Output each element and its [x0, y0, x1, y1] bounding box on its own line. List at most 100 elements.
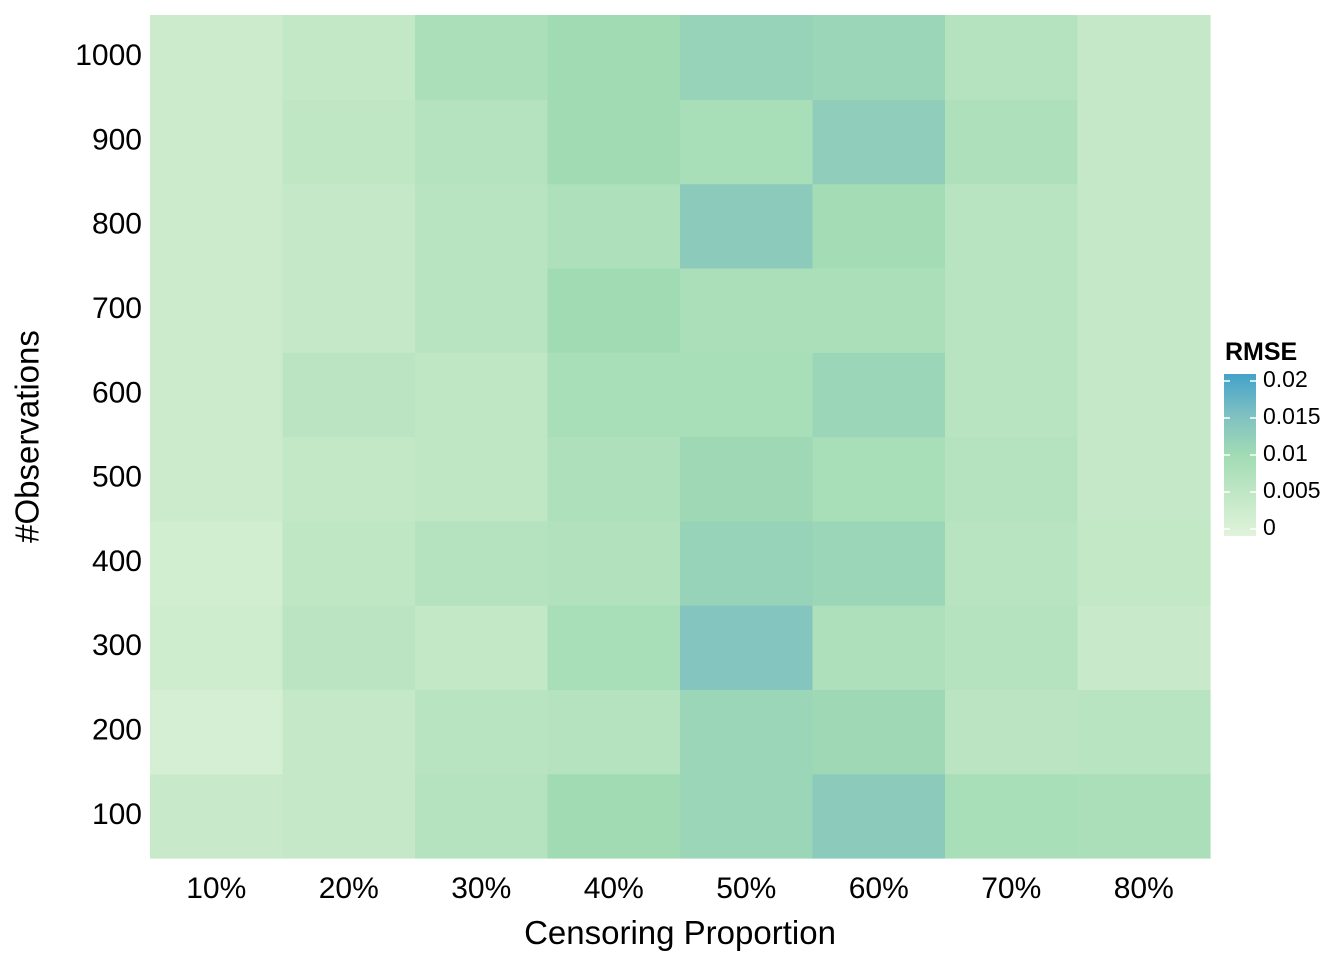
- heatmap-cell-300-60%: [812, 605, 946, 690]
- heatmap-cell-400-10%: [150, 520, 284, 606]
- heatmap-cell-700-50%: [680, 267, 814, 353]
- heatmap-cell-400-60%: [812, 520, 946, 606]
- x-tick-label: 20%: [319, 872, 379, 905]
- heatmap-cell-600-20%: [282, 352, 416, 438]
- heatmap-cell-700-20%: [282, 267, 416, 353]
- heatmap-cell-800-60%: [812, 183, 946, 269]
- heatmap-cell-1000-10%: [150, 15, 284, 100]
- heatmap-cell-800-20%: [282, 183, 416, 269]
- x-tick-label: 80%: [1114, 872, 1174, 905]
- x-tick-label: 50%: [716, 872, 776, 905]
- y-tick-label: 900: [92, 123, 142, 156]
- heatmap-cell-300-10%: [150, 605, 284, 690]
- heatmap-cell-200-20%: [282, 689, 416, 775]
- legend-title: RMSE: [1225, 338, 1297, 366]
- heatmap-cell-900-20%: [282, 99, 416, 185]
- legend-tick-label: 0.015: [1263, 403, 1321, 429]
- legend-tick-label: 0.01: [1263, 440, 1308, 466]
- heatmap-cell-700-70%: [945, 267, 1079, 353]
- heatmap-cell-900-80%: [1077, 99, 1211, 185]
- heatmap-cell-800-80%: [1077, 183, 1211, 269]
- heatmap-cell-300-20%: [282, 605, 416, 690]
- heatmap-cell-400-80%: [1077, 520, 1211, 606]
- x-tick-label: 70%: [981, 872, 1041, 905]
- y-tick-label: 200: [92, 713, 142, 746]
- x-axis-title: Censoring Proportion: [524, 914, 836, 951]
- heatmap-cell-300-40%: [547, 605, 681, 690]
- heatmap-cell-500-50%: [680, 436, 814, 522]
- heatmap-cell-300-30%: [415, 605, 549, 690]
- y-tick-label: 100: [92, 798, 142, 831]
- heatmap-cell-500-10%: [150, 436, 284, 522]
- x-tick-label: 30%: [451, 872, 511, 905]
- heatmap-cell-1000-20%: [282, 15, 416, 100]
- heatmap-cell-600-50%: [680, 352, 814, 438]
- heatmap-cell-500-60%: [812, 436, 946, 522]
- x-axis-ticks: 10% 20% 30% 40% 50% 60% 70% 80%: [186, 872, 1174, 905]
- heatmap-cell-300-80%: [1077, 605, 1211, 690]
- heatmap-cell-800-40%: [547, 183, 681, 269]
- heatmap-cell-400-40%: [547, 520, 681, 606]
- heatmap-cell-100-10%: [150, 773, 284, 859]
- heatmap-cell-600-70%: [945, 352, 1079, 438]
- heatmap-cell-400-30%: [415, 520, 549, 606]
- heatmap-cell-600-80%: [1077, 352, 1211, 438]
- heatmap-cell-500-20%: [282, 436, 416, 522]
- heatmap-cell-200-50%: [680, 689, 814, 775]
- heatmap-cell-900-30%: [415, 99, 549, 185]
- x-tick-label: 60%: [849, 872, 909, 905]
- y-tick-label: 700: [92, 292, 142, 325]
- heatmap-cell-700-60%: [812, 267, 946, 353]
- y-tick-label: 800: [92, 208, 142, 241]
- heatmap-cell-400-50%: [680, 520, 814, 606]
- heatmap-cell-800-70%: [945, 183, 1079, 269]
- heatmap-cell-500-80%: [1077, 436, 1211, 522]
- heatmap-cell-900-60%: [812, 99, 946, 185]
- heatmap-cell-200-10%: [150, 689, 284, 775]
- heatmap-cell-900-40%: [547, 99, 681, 185]
- heatmap-cell-200-80%: [1077, 689, 1211, 775]
- heatmap-cell-100-40%: [547, 773, 681, 859]
- heatmap-cell-800-50%: [680, 183, 814, 269]
- heatmap-cell-600-10%: [150, 352, 284, 438]
- heatmap-cell-100-30%: [415, 773, 549, 859]
- heatmap-cell-1000-50%: [680, 15, 814, 100]
- heatmap-cell-900-70%: [945, 99, 1079, 185]
- heatmap-cell-500-70%: [945, 436, 1079, 522]
- heatmap-cell-1000-60%: [812, 15, 946, 100]
- heatmap-cell-400-70%: [945, 520, 1079, 606]
- y-tick-label: 1000: [75, 39, 142, 72]
- x-tick-label: 10%: [186, 872, 246, 905]
- heatmap-cell-800-30%: [415, 183, 549, 269]
- y-tick-label: 300: [92, 629, 142, 662]
- y-axis-ticks: 100 200 300 400 500 600 700 800 900 1000: [75, 39, 142, 831]
- heatmap-cell-500-40%: [547, 436, 681, 522]
- heatmap-cell-100-70%: [945, 773, 1079, 859]
- heatmap-cell-200-30%: [415, 689, 549, 775]
- heatmap-cell-300-50%: [680, 605, 814, 690]
- heatmap-cell-100-50%: [680, 773, 814, 859]
- heatmap-cell-700-40%: [547, 267, 681, 353]
- y-tick-label: 400: [92, 545, 142, 578]
- heatmap-cell-900-10%: [150, 99, 284, 185]
- legend-tick-label: 0.005: [1263, 477, 1321, 503]
- heatmap-cell-700-30%: [415, 267, 549, 353]
- heatmap-cell-700-80%: [1077, 267, 1211, 353]
- heatmap-cell-100-80%: [1077, 773, 1211, 859]
- legend-tick-label: 0: [1263, 514, 1276, 540]
- heatmap-cell-200-40%: [547, 689, 681, 775]
- legend-ticks: 0 0.005 0.01 0.015 0.02: [1224, 366, 1321, 540]
- heatmap-cell-1000-80%: [1077, 15, 1211, 100]
- heatmap-cell-1000-30%: [415, 15, 549, 100]
- heatmap-cell-200-60%: [812, 689, 946, 775]
- heatmap-cell-1000-70%: [945, 15, 1079, 100]
- legend-tick-label: 0.02: [1263, 366, 1308, 392]
- color-legend: RMSE 0 0.005 0.01 0.015 0.02: [1224, 338, 1321, 540]
- heatmap-cells: [150, 15, 1211, 859]
- y-tick-label: 600: [92, 376, 142, 409]
- heatmap-cell-500-30%: [415, 436, 549, 522]
- heatmap-cell-1000-40%: [547, 15, 681, 100]
- heatmap-cell-600-40%: [547, 352, 681, 438]
